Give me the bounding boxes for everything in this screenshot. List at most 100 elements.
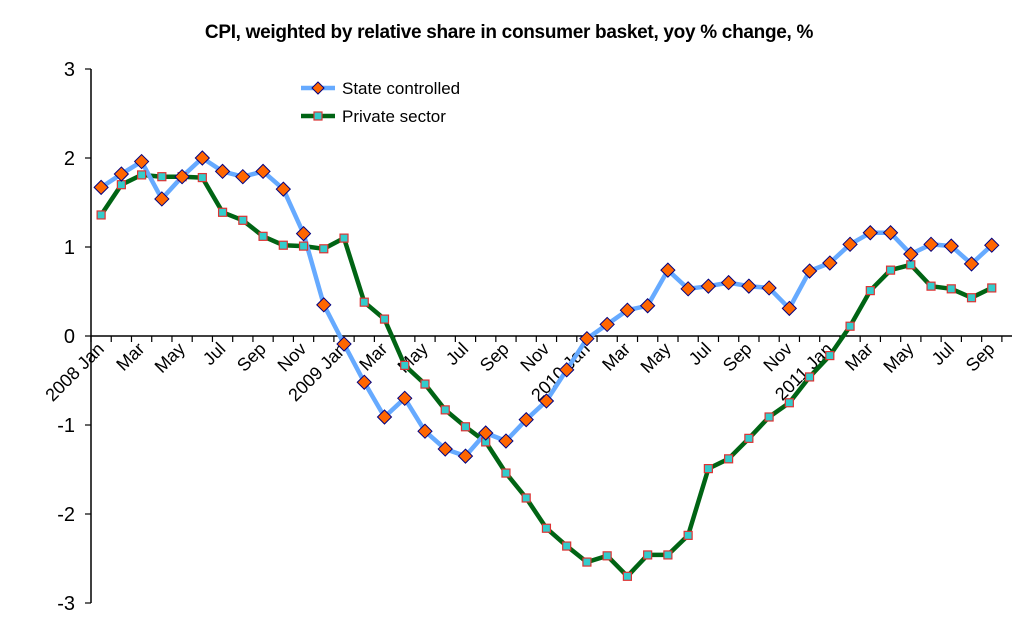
data-point	[521, 493, 531, 503]
x-tick-label: May	[879, 339, 917, 377]
data-point	[683, 530, 693, 540]
data-point	[987, 283, 997, 293]
legend-item: State controlled	[301, 79, 460, 98]
data-point	[460, 422, 471, 432]
data-point	[963, 256, 980, 272]
data-point	[966, 293, 977, 303]
x-tick-label: Mar	[598, 339, 634, 375]
data-point	[93, 179, 109, 196]
data-point	[903, 246, 919, 262]
data-point	[295, 225, 312, 242]
data-point	[397, 390, 413, 407]
data-point	[238, 215, 248, 225]
data-point	[862, 225, 879, 241]
data-point	[622, 571, 633, 581]
data-point	[724, 454, 734, 464]
data-point	[498, 433, 514, 449]
data-point	[801, 263, 818, 279]
data-point	[602, 551, 612, 561]
x-tick-label: May	[151, 339, 189, 377]
legend-label: State controlled	[342, 79, 460, 98]
data-point	[784, 398, 794, 408]
data-point	[319, 244, 329, 254]
x-tick-label: Jul	[685, 339, 715, 369]
data-point	[946, 284, 956, 294]
data-point	[538, 393, 555, 409]
legend-item: Private sector	[301, 107, 446, 126]
data-point	[137, 170, 147, 180]
markers-private-sector	[96, 170, 997, 581]
y-tick-label: -3	[57, 593, 75, 615]
data-point	[518, 411, 534, 428]
x-tick-label: 2008 Jan	[41, 339, 108, 406]
data-point	[845, 321, 855, 331]
data-point	[926, 281, 936, 291]
data-point	[562, 541, 572, 551]
data-point	[255, 163, 271, 180]
data-point	[680, 281, 696, 297]
legend-label: Private sector	[342, 107, 446, 126]
data-point	[923, 236, 939, 253]
legend-marker	[311, 81, 325, 95]
data-point	[501, 468, 511, 478]
data-point	[278, 240, 288, 250]
data-point	[885, 265, 896, 275]
data-point	[579, 330, 595, 347]
data-point	[376, 409, 393, 425]
y-tick-label: 2	[64, 148, 75, 170]
data-point	[154, 191, 170, 207]
data-point	[157, 172, 167, 182]
y-tick-label: 3	[64, 59, 75, 81]
data-point	[663, 550, 673, 560]
data-point	[558, 362, 575, 378]
data-point	[316, 297, 332, 313]
data-point	[541, 523, 552, 533]
data-point	[356, 374, 372, 390]
data-point	[359, 297, 369, 307]
data-point	[619, 302, 636, 318]
data-point	[235, 168, 251, 185]
legend-marker	[313, 111, 323, 121]
data-point	[339, 233, 349, 243]
data-point	[298, 241, 309, 251]
x-tick-label: Jul	[928, 339, 958, 369]
data-point	[761, 280, 777, 296]
data-point	[865, 286, 875, 296]
data-point	[943, 238, 959, 254]
x-tick-label: Sep	[962, 339, 999, 376]
data-point	[781, 300, 798, 317]
data-point	[478, 425, 494, 441]
x-tick-label: May	[637, 339, 675, 377]
data-point	[217, 207, 228, 217]
data-point	[379, 314, 390, 324]
x-tick-label: Jul	[199, 339, 229, 369]
data-point	[882, 225, 899, 241]
data-point	[822, 255, 838, 271]
x-tick-label: Mar	[841, 339, 877, 375]
x-tick-label: Jul	[442, 339, 472, 369]
x-tick-label: Mar	[355, 339, 391, 375]
data-point	[582, 557, 592, 567]
data-point	[764, 412, 774, 422]
data-point	[437, 441, 453, 457]
data-point	[804, 372, 815, 382]
data-point	[116, 180, 126, 190]
y-tick-label: 1	[64, 237, 75, 259]
data-point	[420, 379, 430, 389]
data-point	[96, 210, 106, 220]
data-point	[457, 448, 474, 464]
data-point	[133, 153, 150, 170]
data-point	[194, 150, 211, 166]
data-point	[400, 360, 410, 370]
series-state-controlled	[99, 155, 994, 459]
data-point	[174, 168, 190, 185]
y-axis: 3 2 1 0 -1 -2 -3	[57, 59, 92, 615]
data-point	[703, 464, 713, 474]
data-point	[639, 298, 656, 314]
data-point	[906, 260, 916, 270]
data-point	[336, 336, 352, 352]
x-tick-label: Mar	[112, 339, 148, 375]
data-point	[258, 231, 268, 241]
